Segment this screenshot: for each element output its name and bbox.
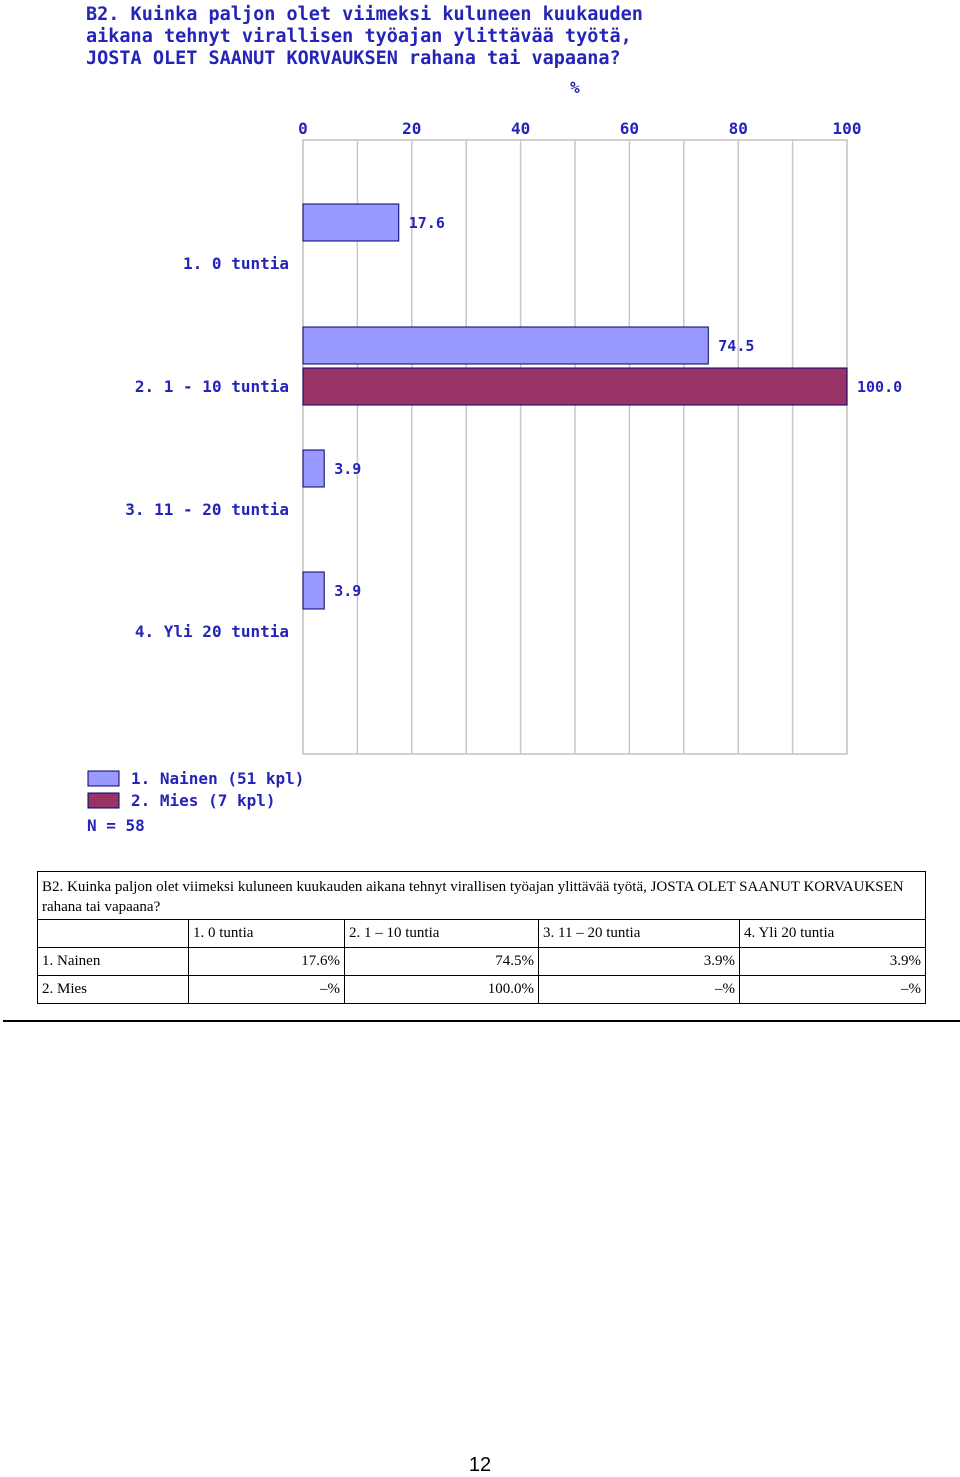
table-header-cell: 2. 1 – 10 tuntia: [344, 919, 539, 948]
sample-size-label: N = 58: [87, 816, 145, 835]
data-label: 17.6: [409, 214, 445, 232]
bar: [302, 449, 325, 488]
data-label: 100.0: [857, 378, 902, 396]
tick-label: 40: [511, 119, 530, 138]
table-cell: 74.5%: [344, 947, 539, 976]
row-label: 1. Nainen: [37, 947, 189, 976]
table-row: 1. Nainen 17.6% 74.5% 3.9% 3.9%: [37, 947, 926, 976]
axis-unit-label: %: [570, 78, 580, 97]
table-caption-row: B2. Kuinka paljon olet viimeksi kuluneen…: [37, 871, 926, 920]
row-label: 2. Mies: [37, 975, 189, 1004]
table-header-row: 1. 0 tuntia 2. 1 – 10 tuntia 3. 11 – 20 …: [37, 919, 926, 948]
table-cell: 17.6%: [188, 947, 345, 976]
table-cell: 3.9%: [739, 947, 926, 976]
category-label: 3. 11 - 20 tuntia: [125, 500, 289, 519]
table-header-cell: 3. 11 – 20 tuntia: [538, 919, 740, 948]
category-label: 2. 1 - 10 tuntia: [135, 377, 289, 396]
legend-label: 1. Nainen (51 kpl): [131, 769, 304, 788]
legend-label: 2. Mies (7 kpl): [131, 791, 276, 810]
footer-divider: [3, 1020, 960, 1022]
table-header-cell: [37, 919, 189, 948]
legend-swatch: [87, 792, 120, 809]
table-cell: 100.0%: [344, 975, 539, 1004]
table-header-cell: 1. 0 tuntia: [188, 919, 345, 948]
table-cell: 3.9%: [538, 947, 740, 976]
legend-swatch: [87, 770, 120, 787]
tick-label: 100: [833, 119, 862, 138]
bar-chart: % 0 20 40 60 80 100 17.6 1. 0 tuntia 74.5 100.0 2. …: [87, 78, 902, 835]
tick-label: 60: [620, 119, 639, 138]
table-row: 2. Mies –% 100.0% –% –%: [37, 975, 926, 1004]
results-table: B2. Kuinka paljon olet viimeksi kuluneen…: [37, 871, 926, 1004]
table-cell: –%: [188, 975, 345, 1004]
bar: [302, 203, 400, 242]
tick-label: 0: [298, 119, 308, 138]
tick-label: 80: [729, 119, 748, 138]
table-header-cell: 4. Yli 20 tuntia: [739, 919, 926, 948]
table-caption: B2. Kuinka paljon olet viimeksi kuluneen…: [37, 871, 926, 920]
table-cell: –%: [538, 975, 740, 1004]
data-label: 3.9: [334, 460, 361, 478]
bar: [302, 367, 848, 406]
data-label: 3.9: [334, 582, 361, 600]
page-number: 12: [468, 1454, 492, 1476]
bar: [302, 571, 325, 610]
chart-title: B2. Kuinka paljon olet viimeksi kuluneen…: [86, 4, 643, 69]
bar: [302, 326, 709, 365]
table-cell: –%: [739, 975, 926, 1004]
data-label: 74.5: [718, 337, 754, 355]
category-label: 4. Yli 20 tuntia: [135, 622, 289, 641]
category-label: 1. 0 tuntia: [183, 254, 289, 273]
tick-label: 20: [402, 119, 421, 138]
